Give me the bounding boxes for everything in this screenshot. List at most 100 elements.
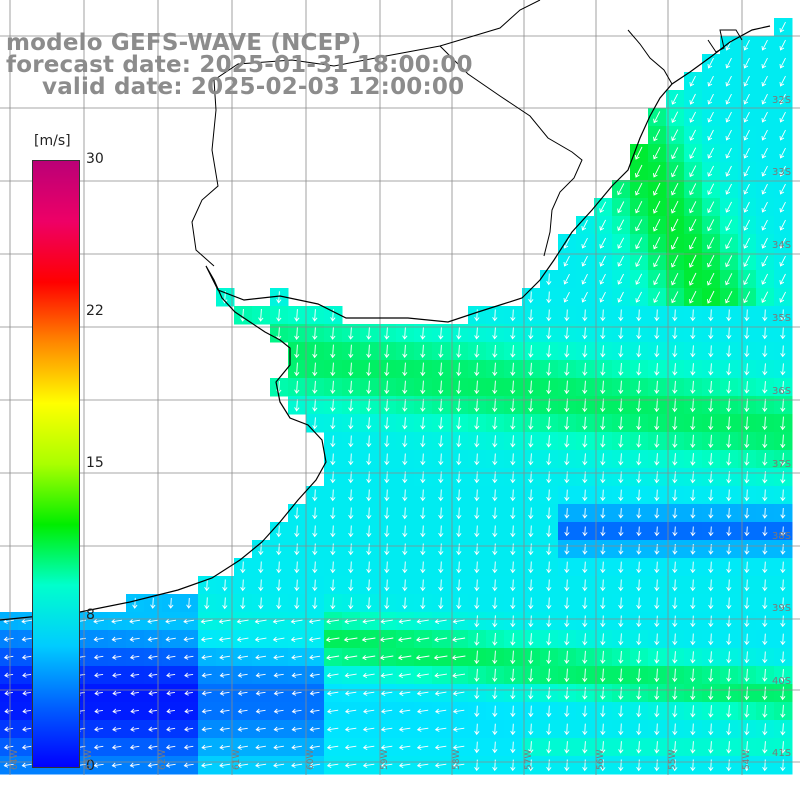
- wind-arrow: [761, 39, 768, 51]
- wind-arrow: [510, 489, 516, 502]
- wind-arrow: [636, 705, 642, 718]
- wind-arrow: [528, 291, 534, 304]
- wind-arrow: [780, 561, 786, 574]
- wind-arrow: [690, 686, 696, 701]
- wind-arrow: [94, 672, 104, 678]
- wind-arrow: [726, 434, 732, 449]
- wind-arrow: [402, 417, 408, 430]
- wind-arrow: [564, 597, 570, 610]
- wind-arrow: [690, 705, 696, 718]
- wind-arrow: [348, 543, 354, 556]
- wind-arrow: [183, 618, 195, 624]
- wind-arrow: [708, 686, 714, 701]
- wind-arrow: [150, 597, 156, 609]
- wind-arrow: [330, 489, 336, 502]
- wind-arrow: [380, 690, 393, 697]
- wind-arrow: [258, 579, 264, 592]
- wind-arrow: [166, 690, 175, 696]
- wind-arrow: [240, 561, 246, 574]
- wind-arrow: [330, 435, 336, 448]
- wind-arrow: [761, 255, 769, 267]
- wind-arrow: [366, 398, 372, 412]
- wind-arrow: [384, 327, 390, 340]
- wind-arrow: [452, 726, 465, 732]
- wind-arrow: [3, 654, 14, 660]
- wind-arrow: [474, 362, 480, 377]
- wind-arrow: [434, 618, 447, 625]
- wind-arrow: [294, 525, 300, 538]
- wind-arrow: [438, 489, 444, 502]
- wind-arrow: [348, 417, 354, 430]
- wind-arrow: [582, 705, 588, 718]
- wind-arrow: [402, 362, 408, 377]
- wind-arrow: [564, 309, 570, 322]
- wind-arrow: [402, 597, 408, 610]
- wind-arrow: [438, 362, 444, 377]
- wind-arrow: [617, 273, 624, 285]
- wind-arrow: [237, 708, 248, 714]
- wind-arrow: [416, 636, 430, 643]
- wind-arrow: [780, 526, 786, 537]
- wind-arrow: [312, 579, 318, 592]
- wind-arrow: [689, 111, 697, 123]
- wind-arrow: [780, 615, 786, 628]
- wind-arrow: [204, 579, 210, 592]
- wind-arrow: [744, 704, 750, 718]
- wind-arrow: [528, 597, 534, 610]
- wind-arrow: [474, 417, 480, 430]
- wind-arrow: [546, 741, 552, 754]
- wind-arrow: [600, 327, 606, 340]
- wind-arrow: [600, 759, 606, 772]
- wind-arrow: [725, 129, 732, 141]
- wind-arrow: [438, 344, 444, 358]
- wind-arrow: [636, 650, 642, 664]
- wind-arrow: [652, 164, 661, 178]
- wind-arrow: [348, 561, 354, 574]
- wind-arrow: [452, 762, 465, 769]
- wind-arrow: [690, 633, 696, 646]
- wind-arrow: [474, 489, 480, 502]
- wind-arrow: [582, 416, 588, 430]
- colorbar-units: [m/s]: [34, 133, 71, 149]
- wind-arrow: [510, 362, 516, 376]
- wind-arrow: [397, 654, 412, 661]
- wind-arrow: [291, 708, 302, 714]
- wind-arrow: [726, 309, 732, 322]
- wind-arrow: [420, 507, 426, 520]
- wind-arrow: [219, 762, 231, 768]
- lon-label: 59W: [380, 749, 390, 770]
- wind-arrow: [294, 309, 300, 322]
- wind-arrow: [654, 453, 660, 466]
- wind-arrow: [653, 255, 661, 268]
- wind-arrow: [707, 219, 715, 232]
- wind-arrow: [272, 618, 285, 625]
- wind-arrow: [510, 579, 516, 592]
- wind-arrow: [93, 744, 104, 750]
- wind-arrow: [582, 327, 588, 340]
- wind-arrow: [707, 75, 714, 87]
- wind-arrow: [636, 723, 642, 736]
- wind-arrow: [762, 526, 768, 537]
- wind-arrow: [420, 398, 426, 412]
- wind-arrow: [707, 147, 715, 159]
- wind-arrow: [672, 686, 678, 700]
- wind-arrow: [492, 650, 498, 665]
- wind-arrow: [438, 543, 444, 556]
- wind-arrow: [618, 345, 624, 358]
- wind-arrow: [779, 111, 786, 123]
- wind-arrow: [618, 597, 624, 610]
- wind-arrow: [654, 759, 660, 772]
- wind-arrow: [653, 236, 661, 250]
- wind-arrow: [309, 672, 320, 678]
- wind-arrow: [690, 508, 696, 519]
- wind-arrow: [599, 291, 606, 303]
- wind-arrow: [330, 579, 336, 592]
- wind-arrow: [510, 650, 516, 665]
- wind-arrow: [510, 380, 516, 395]
- wind-arrow: [492, 668, 498, 683]
- wind-arrow: [312, 507, 318, 520]
- wind-arrow: [636, 668, 642, 683]
- wind-arrow: [402, 561, 408, 574]
- wind-arrow: [344, 762, 357, 769]
- wind-arrow: [707, 201, 715, 214]
